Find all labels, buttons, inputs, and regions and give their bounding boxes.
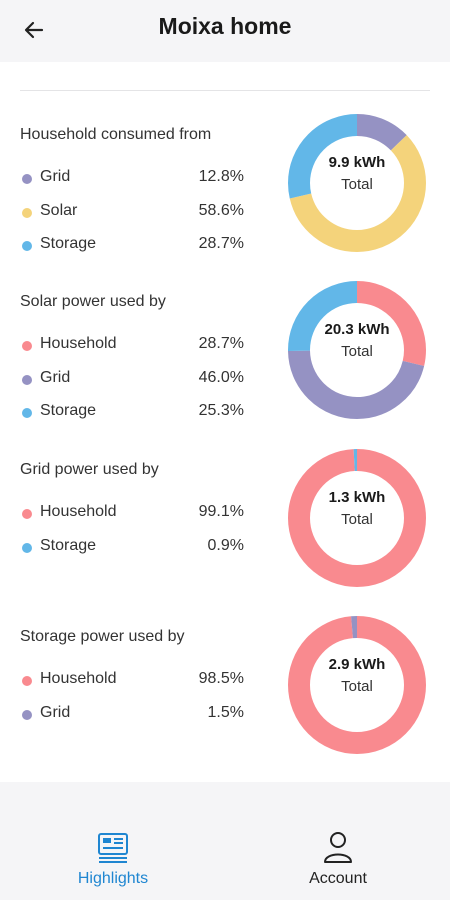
donut-total-value: 9.9 kWh bbox=[328, 154, 386, 171]
donut-chart: 2.9 kWh Total bbox=[288, 616, 426, 754]
section-title: Household consumed from bbox=[20, 126, 212, 143]
donut-total-label: Total bbox=[341, 678, 373, 695]
legend-dot bbox=[22, 509, 32, 519]
legend-value: 58.6% bbox=[198, 202, 244, 219]
legend-value: 46.0% bbox=[198, 369, 244, 386]
highlights-icon bbox=[98, 833, 128, 863]
legend-dot bbox=[22, 676, 32, 686]
donut-segment-solar bbox=[288, 114, 426, 252]
donut-total-value: 1.3 kWh bbox=[328, 489, 386, 506]
bottom-navigation: Highlights Account bbox=[0, 808, 450, 900]
divider bbox=[20, 90, 430, 91]
legend-dot bbox=[22, 375, 32, 385]
section-title: Solar power used by bbox=[20, 293, 166, 310]
legend-label: Grid bbox=[40, 168, 71, 185]
legend-row-storage: Storage 28.7% bbox=[20, 235, 244, 257]
donut-total-value: 2.9 kWh bbox=[328, 656, 386, 673]
legend-value: 1.5% bbox=[207, 704, 244, 721]
legend-value: 0.9% bbox=[207, 537, 244, 554]
legend-dot bbox=[22, 408, 32, 418]
legend-label: Household bbox=[40, 335, 117, 352]
nav-account-label: Account bbox=[309, 870, 367, 887]
legend-dot bbox=[22, 208, 32, 218]
section-title: Grid power used by bbox=[20, 461, 159, 478]
legend-label: Household bbox=[40, 670, 117, 687]
donut-center: 9.9 kWh Total bbox=[288, 154, 426, 193]
legend-dot bbox=[22, 543, 32, 553]
donut-segment-storage bbox=[288, 281, 426, 419]
legend-row-grid: Grid 1.5% bbox=[20, 704, 244, 726]
legend-row-storage: Storage 25.3% bbox=[20, 402, 244, 424]
legend-value: 98.5% bbox=[198, 670, 244, 687]
donut-total-label: Total bbox=[341, 343, 373, 360]
legend-dot bbox=[22, 241, 32, 251]
legend-row-storage: Storage 0.9% bbox=[20, 537, 244, 559]
app-header: Moixa home bbox=[0, 0, 450, 62]
donut-total-label: Total bbox=[341, 176, 373, 193]
legend-dot bbox=[22, 174, 32, 184]
donut-segment-storage bbox=[288, 114, 426, 252]
legend-row-household: Household 99.1% bbox=[20, 503, 244, 525]
legend-label: Household bbox=[40, 503, 117, 520]
legend-row-grid: Grid 46.0% bbox=[20, 369, 244, 391]
legend-row-grid: Grid 12.8% bbox=[20, 168, 244, 190]
legend-row-household: Household 28.7% bbox=[20, 335, 244, 357]
legend-dot bbox=[22, 341, 32, 351]
legend-value: 25.3% bbox=[198, 402, 244, 419]
nav-highlights[interactable]: Highlights bbox=[38, 830, 188, 892]
legend-label: Solar bbox=[40, 202, 78, 219]
donut-total-value: 20.3 kWh bbox=[324, 321, 390, 338]
grid-used-section: Grid power used by Household 99.1% Stora… bbox=[0, 449, 450, 631]
donut-segment-storage bbox=[288, 449, 426, 587]
donut-center: 2.9 kWh Total bbox=[288, 656, 426, 695]
nav-highlights-label: Highlights bbox=[77, 870, 149, 887]
legend-label: Grid bbox=[40, 369, 71, 386]
legend-row-solar: Solar 58.6% bbox=[20, 202, 244, 224]
legend-label: Storage bbox=[40, 537, 97, 554]
solar-used-section: Solar power used by Household 28.7% Grid… bbox=[0, 281, 450, 463]
legend-value: 12.8% bbox=[198, 168, 244, 185]
nav-account[interactable]: Account bbox=[263, 830, 413, 892]
legend-value: 28.7% bbox=[198, 235, 244, 252]
page-title: Moixa home bbox=[158, 13, 292, 39]
donut-segment-grid bbox=[288, 616, 426, 754]
legend-label: Storage bbox=[40, 402, 97, 419]
energy-summary-panel: Household consumed from Grid 12.8% Solar… bbox=[0, 62, 450, 782]
donut-chart: 9.9 kWh Total bbox=[288, 114, 426, 252]
legend-dot bbox=[22, 710, 32, 720]
donut-center: 20.3 kWh Total bbox=[288, 321, 426, 360]
section-title: Storage power used by bbox=[20, 628, 185, 645]
legend-label: Grid bbox=[40, 704, 71, 721]
storage-used-section: Storage power used by Household 98.5% Gr… bbox=[0, 616, 450, 798]
account-icon bbox=[324, 832, 352, 863]
legend-row-household: Household 98.5% bbox=[20, 670, 244, 692]
legend-value: 99.1% bbox=[198, 503, 244, 520]
donut-chart: 20.3 kWh Total bbox=[288, 281, 426, 419]
arrow-left-icon bbox=[24, 21, 44, 39]
household-consumed-section: Household consumed from Grid 12.8% Solar… bbox=[0, 114, 450, 296]
legend-label: Storage bbox=[40, 235, 97, 252]
legend-value: 28.7% bbox=[198, 335, 244, 352]
donut-center: 1.3 kWh Total bbox=[288, 489, 426, 528]
back-button[interactable] bbox=[14, 10, 54, 50]
donut-segment-grid bbox=[288, 281, 426, 419]
donut-total-label: Total bbox=[341, 511, 373, 528]
donut-chart: 1.3 kWh Total bbox=[288, 449, 426, 587]
